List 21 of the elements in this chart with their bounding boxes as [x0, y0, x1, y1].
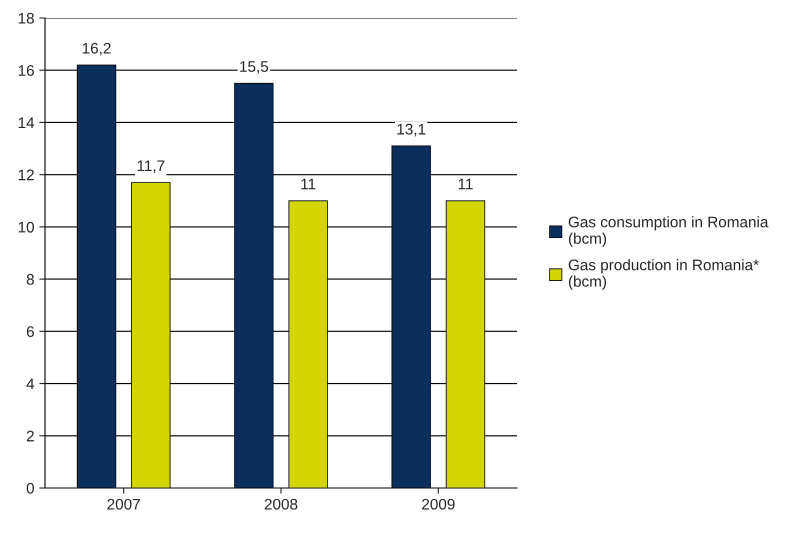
x-tick-label: 2009 — [422, 498, 455, 510]
y-tick-label: 8 — [26, 274, 34, 285]
x-tick-label: 2008 — [264, 498, 298, 510]
y-tick-label: 10 — [18, 222, 34, 233]
x-tick-label: 2007 — [107, 498, 140, 510]
y-tick-label: 6 — [26, 326, 34, 338]
data-label: 11 — [301, 178, 316, 190]
data-label: 16,2 — [82, 42, 111, 56]
legend-label: Gas production in Romania* (bcm) — [568, 259, 759, 290]
legend-label: Gas consumption in Romania (bcm) — [568, 216, 768, 247]
y-tick-label: 0 — [26, 482, 34, 494]
y-tick-label: 14 — [18, 117, 34, 128]
y-tick-label: 18 — [18, 12, 34, 24]
data-label: 15,5 — [240, 61, 268, 74]
y-tick-label: 12 — [18, 170, 34, 180]
data-label: 11,7 — [138, 160, 164, 173]
y-tick-label: 2 — [26, 430, 34, 442]
data-label: 11 — [458, 178, 473, 190]
data-label: 13,1 — [397, 124, 426, 136]
y-tick-label: 16 — [18, 65, 34, 76]
y-tick-label: 4 — [26, 378, 34, 390]
